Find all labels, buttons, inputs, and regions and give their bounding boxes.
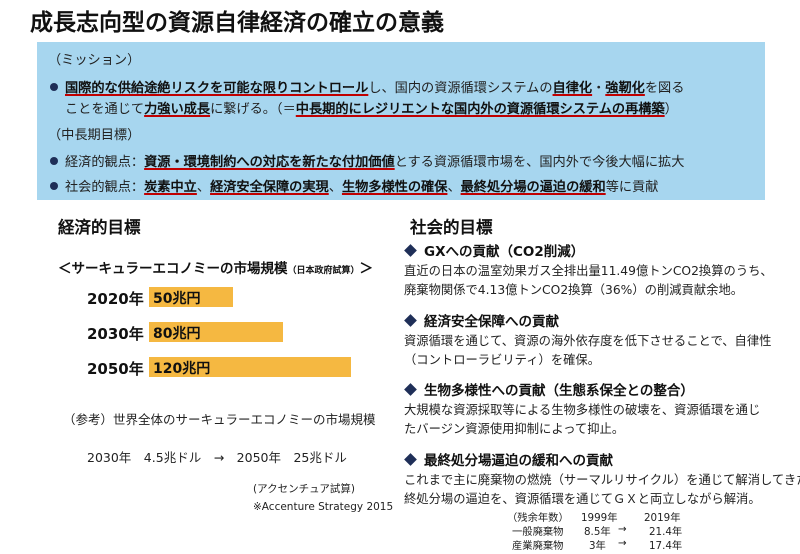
gx-body-2: 廃棄物関係で4.13億トンCO2換算（36%）の削減貢献余地。 (404, 283, 744, 297)
biodiversity-body-2: たバージン資源使用抑制によって抑止。 (404, 422, 625, 436)
economic-viewpoint: 経済的観点：資源・環境制約への対応を新たな付加価値とする資源循環市場を、国内外で… (50, 151, 684, 170)
social-heading: 社会的目標 (410, 218, 493, 237)
page-title: 成長志向型の資源自律経済の確立の意義 (30, 10, 444, 36)
goal-label: （中長期目標） (48, 128, 141, 143)
stats-row-industrial-arrow: → (618, 537, 627, 549)
bar-value-label: 80兆円 (153, 326, 201, 342)
gx-heading: GXへの貢献（CO2削減） (404, 240, 584, 260)
reference-source-2: ※Accenture Strategy 2015 (253, 501, 394, 513)
biodiversity-body-1: 大規模な資源採取等による生物多様性の破壊を、資源循環を通じ (404, 403, 761, 417)
diamond-icon (404, 453, 417, 466)
stats-row-general-2019: 21.4年 (649, 526, 683, 538)
bullet-icon (50, 157, 58, 165)
stats-row-industrial-label: 産業廃棄物 (512, 540, 564, 552)
stats-row-general-label: 一般廃棄物 (512, 526, 564, 538)
mission-label: （ミッション） (48, 53, 141, 68)
gx-body-1: 直近の日本の温室効果ガス全排出量11.49億トンCO2換算のうち、 (404, 264, 773, 278)
mission-line-2: ことを通じて力強い成長に繋げる。（＝中長期的にレジリエントな国内外の資源循環シス… (65, 102, 678, 117)
mission-box (37, 42, 765, 200)
stats-row-industrial-2019: 17.4年 (649, 540, 683, 552)
bullet-icon (50, 83, 58, 91)
bar-value-label: 120兆円 (153, 361, 211, 377)
bar-category-label: 2050年 (87, 360, 144, 378)
bar: 80兆円 (149, 322, 283, 342)
bar-value-label: 50兆円 (153, 291, 201, 307)
stats-header-1999: 1999年 (581, 512, 618, 524)
stats-row-general-arrow: → (618, 523, 627, 535)
landfill-body-2: 終処分場の逼迫を、資源循環を通じてＧＸと両立しながら解消。 (404, 492, 761, 506)
social-viewpoint: 社会的観点：炭素中立、経済安全保障の実現、生物多様性の確保、最終処分場の逼迫の緩… (50, 176, 658, 195)
chart-title: ＜サーキュラーエコノミーの市場規模（日本政府試算）＞ (58, 261, 374, 277)
reference-values: 2030年 4.5兆ドル → 2050年 25兆ドル (87, 450, 347, 465)
reference-source-1: (アクセンチュア試算) (253, 483, 355, 495)
landfill-heading: 最終処分場逼迫の緩和への貢献 (404, 449, 613, 469)
economic-heading: 経済的目標 (58, 218, 141, 237)
stats-row-general-1999: 8.5年 (584, 526, 611, 538)
stats-header-2019: 2019年 (644, 512, 681, 524)
stats-header-label: （残余年数） (507, 512, 569, 524)
reference-line: （参考）世界全体のサーキュラーエコノミーの市場規模 (63, 412, 376, 427)
bar-category-label: 2020年 (87, 290, 144, 308)
landfill-body-1: これまで主に廃棄物の燃焼（サーマルリサイクル）を通じて解消してきた最 (404, 473, 800, 487)
bar-category-label: 2030年 (87, 325, 144, 343)
bar: 120兆円 (149, 357, 351, 377)
stats-row-industrial-1999: 3年 (589, 540, 606, 552)
diamond-icon (404, 314, 417, 327)
mission-line-1: 国際的な供給途絶リスクを可能な限りコントロールし、国内の資源循環システムの自律化… (50, 77, 684, 96)
security-heading: 経済安全保障への貢献 (404, 310, 559, 330)
biodiversity-heading: 生物多様性への貢献（生態系保全との整合） (404, 379, 694, 399)
diamond-icon (404, 383, 417, 396)
diamond-icon (404, 244, 417, 257)
security-body-2: （コントローラビリティ）を確保。 (404, 353, 601, 367)
bar: 50兆円 (149, 287, 233, 307)
security-body-1: 資源循環を通じて、資源の海外依存度を低下させることで、自律性 (404, 334, 772, 348)
bullet-icon (50, 182, 58, 190)
